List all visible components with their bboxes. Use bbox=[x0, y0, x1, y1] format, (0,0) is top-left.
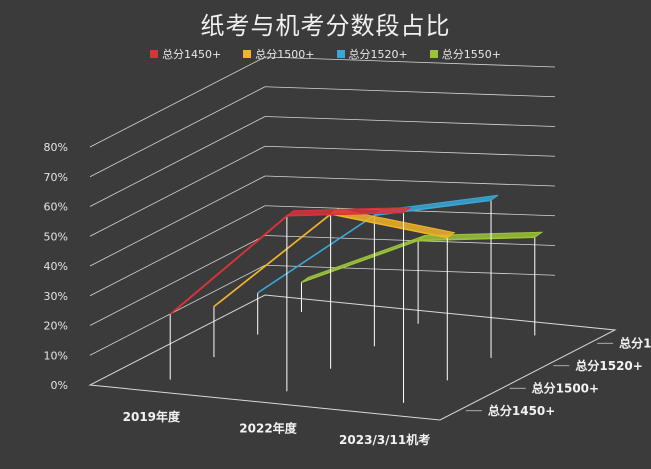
gridline-back bbox=[264, 116, 556, 127]
y-tick-label: 50% bbox=[44, 230, 68, 243]
gridline-side bbox=[89, 264, 266, 356]
legend-item-1450: 总分1450+ bbox=[150, 46, 221, 62]
x-tick-label: 2022年度 bbox=[239, 421, 297, 436]
gridline-side bbox=[89, 145, 266, 237]
gridline-side bbox=[89, 56, 266, 148]
chart-legend: 总分1450+ 总分1500+ 总分1520+ 总分1550+ bbox=[0, 46, 651, 62]
legend-swatch-1520 bbox=[336, 50, 345, 58]
y-tick-label: 80% bbox=[44, 141, 68, 154]
y-tick-label: 70% bbox=[44, 171, 68, 184]
legend-label-1450: 总分1450+ bbox=[162, 48, 222, 61]
depth-tick-label: 总分1500+ bbox=[532, 380, 599, 395]
gridline-side bbox=[89, 205, 266, 297]
series-line bbox=[169, 211, 404, 315]
y-tick-label: 10% bbox=[44, 349, 68, 362]
y-tick-label: 30% bbox=[44, 290, 68, 303]
gridline-back bbox=[264, 56, 556, 68]
legend-swatch-1450 bbox=[150, 50, 159, 58]
legend-item-1550: 总分1550+ bbox=[429, 46, 501, 62]
series-line bbox=[301, 236, 535, 284]
chart-title: 纸考与机考分数段占比 bbox=[200, 12, 451, 40]
gridline-side bbox=[89, 175, 266, 267]
depth-tick-label: 总分1520+ bbox=[575, 358, 642, 373]
depth-tick-label: 总分1450+ bbox=[488, 403, 555, 418]
gridline-back bbox=[264, 86, 556, 98]
gridline-side bbox=[89, 116, 266, 207]
legend-swatch-1500 bbox=[243, 50, 252, 58]
y-tick-label: 20% bbox=[44, 320, 68, 333]
y-tick-label: 60% bbox=[44, 201, 68, 214]
gridline-back bbox=[264, 175, 556, 187]
floor-outline bbox=[88, 294, 617, 421]
depth-tick-label: 总分1550+ bbox=[619, 335, 651, 350]
gridline-back bbox=[264, 145, 556, 157]
gridline-side bbox=[89, 86, 266, 178]
y-tick-label: 0% bbox=[51, 379, 68, 392]
gridline-back bbox=[264, 264, 556, 276]
legend-item-1520: 总分1520+ bbox=[336, 46, 408, 62]
x-tick-label: 2023/3/11机考 bbox=[339, 432, 430, 447]
x-tick-label: 2019年度 bbox=[123, 409, 181, 424]
y-tick-label: 40% bbox=[44, 260, 68, 273]
series-line bbox=[257, 199, 492, 294]
gridline-side bbox=[89, 235, 266, 326]
legend-label-1520: 总分1520+ bbox=[348, 48, 408, 61]
legend-swatch-1550 bbox=[429, 50, 438, 58]
legend-item-1500: 总分1500+ bbox=[243, 46, 315, 62]
legend-label-1500: 总分1500+ bbox=[255, 48, 315, 61]
legend-label-1550: 总分1550+ bbox=[441, 48, 501, 61]
